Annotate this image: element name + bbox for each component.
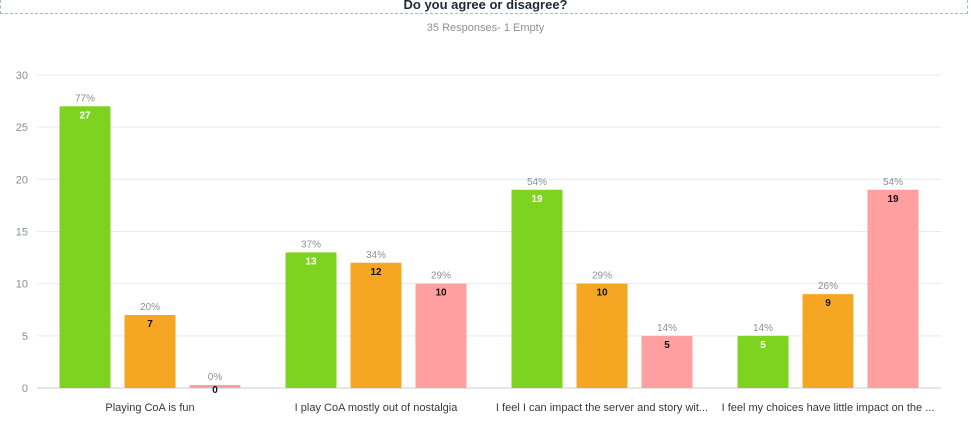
bar	[867, 189, 919, 388]
bar-percent-label: 54%	[527, 177, 547, 188]
bar-percent-label: 54%	[883, 177, 903, 188]
bar	[59, 106, 111, 389]
bar	[350, 262, 402, 388]
bar-value-label: 19	[531, 194, 543, 205]
bar-value-label: 27	[79, 110, 91, 121]
bar	[511, 189, 563, 388]
bar-value-label: 9	[825, 298, 831, 309]
y-tick-label: 25	[16, 122, 28, 134]
y-tick-label: 5	[22, 331, 28, 343]
chart-subtitle: 35 Responses- 1 Empty	[426, 22, 545, 34]
bar	[285, 252, 337, 388]
bar	[576, 283, 628, 388]
x-category-label: Playing CoA is fun	[105, 402, 194, 414]
bar-value-label: 5	[664, 340, 670, 351]
bar	[641, 335, 693, 388]
bar	[124, 314, 176, 388]
x-category-label: I feel my choices have little impact on …	[722, 402, 935, 414]
bar-percent-label: 29%	[592, 271, 612, 282]
y-tick-label: 10	[16, 279, 28, 291]
bar-value-label: 19	[887, 194, 899, 205]
bar-value-label: 10	[435, 288, 447, 299]
bar-value-label: 5	[760, 340, 766, 351]
chart-frame	[0, 0, 968, 14]
bar	[737, 335, 789, 388]
bar	[189, 385, 241, 388]
bar-percent-label: 77%	[75, 93, 95, 104]
bar	[802, 294, 854, 388]
chart-title: Do you agree or disagree?	[403, 0, 568, 12]
y-tick-label: 20	[16, 174, 28, 186]
x-category-label: I feel I can impact the server and story…	[496, 402, 708, 414]
x-category-label: I play CoA mostly out of nostalgia	[295, 402, 459, 414]
bar-value-label: 10	[596, 288, 608, 299]
bar-percent-label: 0%	[208, 372, 223, 383]
bar-percent-label: 14%	[657, 323, 677, 334]
bar-value-label: 12	[370, 267, 382, 278]
bar-value-label: 0	[212, 385, 218, 396]
y-tick-label: 30	[16, 70, 28, 82]
bar-percent-label: 34%	[366, 250, 386, 261]
bar-percent-label: 20%	[140, 302, 160, 313]
y-tick-label: 15	[16, 227, 28, 239]
bar-percent-label: 29%	[431, 271, 451, 282]
bar-percent-label: 26%	[818, 281, 838, 292]
bar	[415, 283, 467, 388]
bar-value-label: 7	[147, 319, 153, 330]
bar-percent-label: 37%	[301, 239, 321, 250]
bar-value-label: 13	[305, 256, 317, 267]
y-tick-label: 0	[22, 383, 28, 395]
bar-percent-label: 14%	[753, 323, 773, 334]
